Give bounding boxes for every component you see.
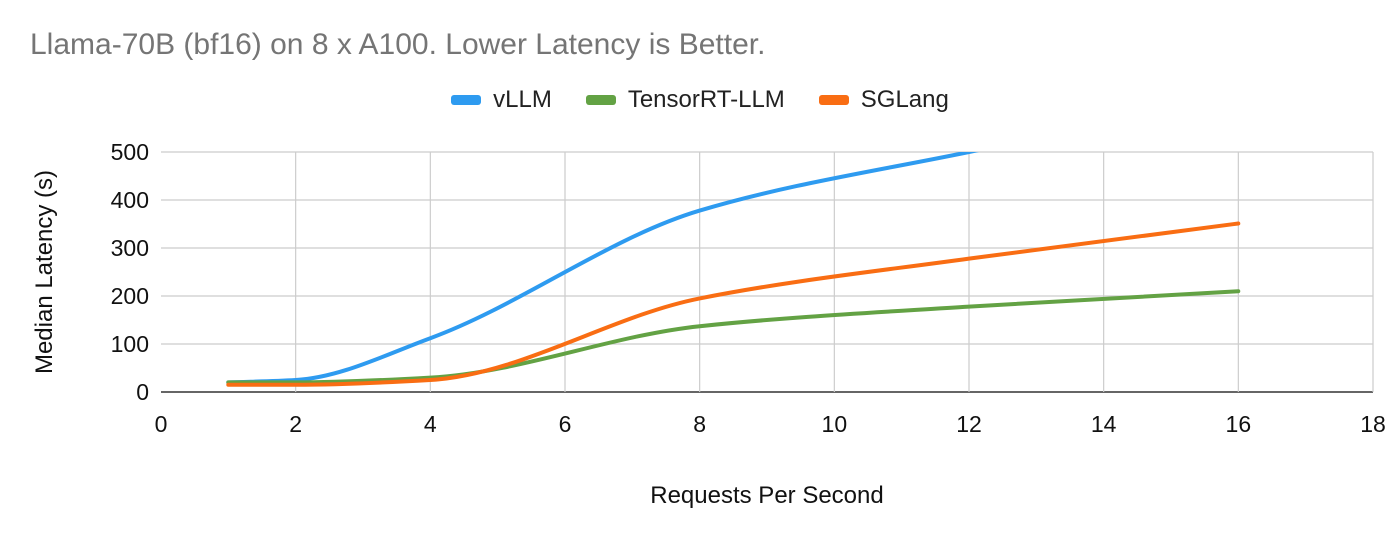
legend-item-vllm[interactable]: vLLM bbox=[451, 86, 552, 114]
legend: vLLM TensorRT-LLM SGLang bbox=[0, 86, 1400, 114]
series-line-vllm[interactable] bbox=[226, 99, 1238, 385]
y-tick-label: 100 bbox=[111, 331, 149, 357]
tick-labels: 0 100 200 300 400 500 0 2 4 6 8 10 12 14 16 18 bbox=[111, 139, 1386, 437]
x-tick-label: 4 bbox=[424, 411, 437, 437]
x-tick-label: 6 bbox=[559, 411, 572, 437]
x-tick-label: 8 bbox=[693, 411, 706, 437]
legend-label-sglang: SGLang bbox=[860, 86, 949, 113]
series-line-sglang[interactable] bbox=[226, 221, 1241, 387]
x-axis-title: Requests Per Second bbox=[650, 482, 883, 509]
legend-swatch-tensorrt-llm bbox=[585, 95, 616, 105]
y-tick-label: 200 bbox=[111, 283, 149, 309]
x-tick-label: 18 bbox=[1360, 411, 1386, 437]
series-lines bbox=[226, 99, 1241, 387]
legend-item-sglang[interactable]: SGLang bbox=[818, 86, 949, 114]
x-tick-label: 16 bbox=[1226, 411, 1252, 437]
legend-swatch-vllm bbox=[451, 95, 482, 105]
y-tick-label: 400 bbox=[111, 187, 149, 213]
legend-label-tensorrt-llm: TensorRT-LLM bbox=[627, 86, 785, 113]
legend-item-tensorrt-llm[interactable]: TensorRT-LLM bbox=[585, 86, 785, 114]
y-tick-label: 300 bbox=[111, 235, 149, 261]
x-tick-label: 2 bbox=[289, 411, 302, 437]
legend-label-vllm: vLLM bbox=[493, 86, 552, 113]
series-line-tensorrt-llm[interactable] bbox=[226, 289, 1241, 385]
legend-swatch-sglang bbox=[818, 95, 849, 105]
y-tick-label: 0 bbox=[136, 379, 149, 405]
x-tick-label: 14 bbox=[1091, 411, 1117, 437]
x-tick-label: 0 bbox=[155, 411, 168, 437]
chart-title: Llama-70B (bf16) on 8 x A100. Lower Late… bbox=[30, 28, 766, 61]
y-axis-title: Median Latency (s) bbox=[31, 170, 58, 374]
y-tick-label: 500 bbox=[111, 139, 149, 165]
grid-lines bbox=[161, 151, 1374, 393]
x-tick-label: 10 bbox=[822, 411, 848, 437]
x-tick-label: 12 bbox=[956, 411, 982, 437]
